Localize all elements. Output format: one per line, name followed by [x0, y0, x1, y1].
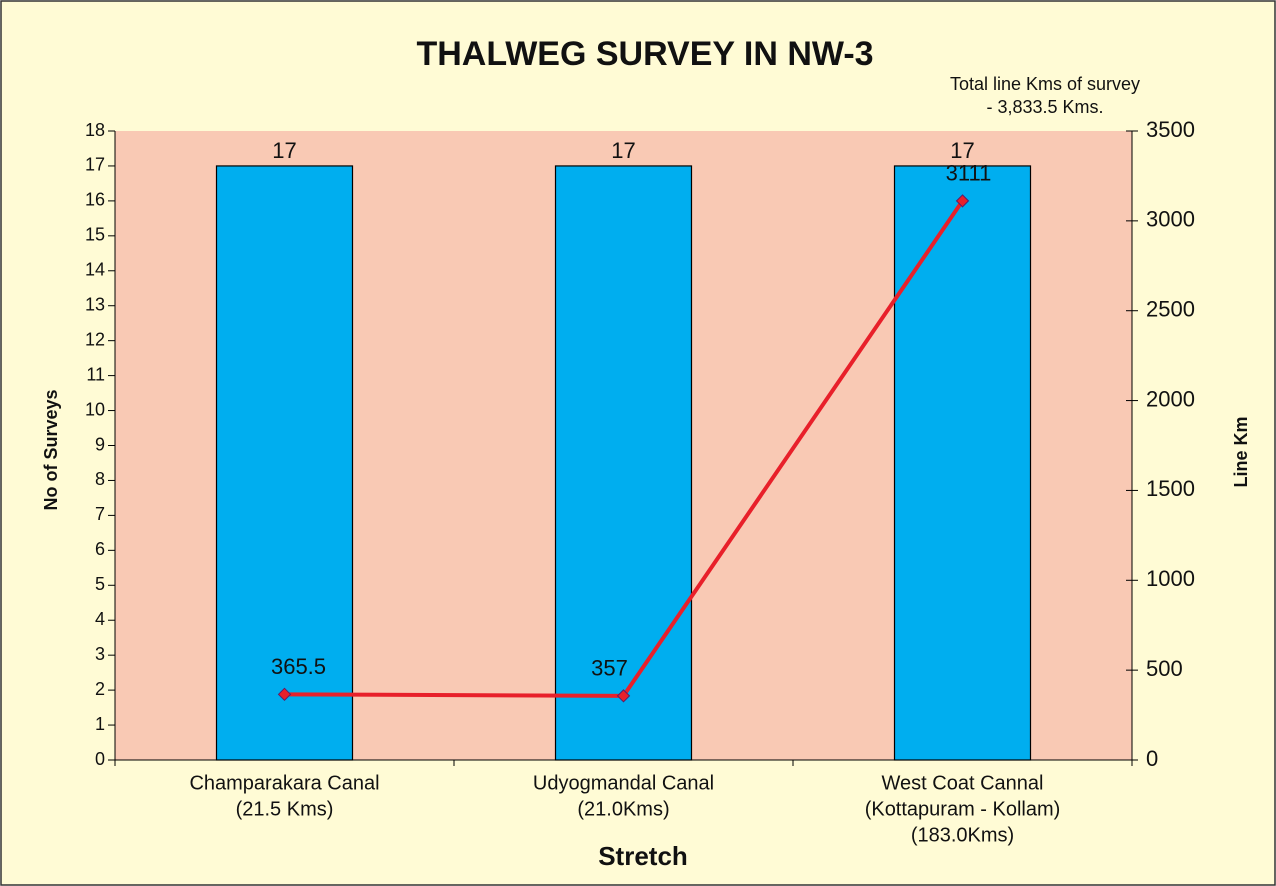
bar — [215, 165, 354, 761]
y-tick-label: 7 — [95, 504, 105, 524]
y-tick-label: 1 — [95, 714, 105, 734]
y-axis-label: No of Surveys — [41, 389, 61, 510]
y-tick-label: 3 — [95, 644, 105, 664]
y-tick-label: 15 — [85, 225, 105, 245]
x-tick-label: (21.5 Kms) — [236, 798, 334, 820]
y-tick-label: 18 — [85, 120, 105, 140]
y-tick-label: 12 — [85, 329, 105, 349]
annotation: - 3,833.5 Kms. — [986, 97, 1103, 117]
y-tick-label: 14 — [85, 260, 105, 280]
y2-tick-label: 3500 — [1146, 117, 1195, 142]
data-label: 357 — [591, 656, 628, 681]
data-label: 3111 — [946, 161, 992, 186]
y-tick-label: 4 — [95, 609, 105, 629]
y2-tick-label: 1500 — [1146, 476, 1195, 501]
y-tick-label: 11 — [86, 364, 105, 384]
annotation: Total line Kms of survey — [950, 74, 1140, 94]
y-tick-label: 2 — [95, 679, 105, 699]
y-tick-label: 16 — [85, 190, 105, 210]
y-tick-label: 0 — [95, 749, 105, 769]
bar — [893, 165, 1032, 761]
x-axis-label: Stretch — [598, 841, 688, 871]
y2-tick-label: 3000 — [1146, 207, 1195, 232]
y2-tick-label: 500 — [1146, 656, 1183, 681]
y2-tick-label: 1000 — [1146, 566, 1195, 591]
x-tick-label: Udyogmandal Canal — [533, 772, 714, 794]
y-tick-label: 13 — [85, 294, 105, 314]
y-tick-label: 6 — [95, 539, 105, 559]
line-marker — [277, 687, 292, 702]
data-label: 17 — [950, 138, 974, 163]
x-tick-label: (21.0Kms) — [577, 798, 669, 820]
chart-title: THALWEG SURVEY IN NW-3 — [416, 35, 873, 73]
y-tick-label: 17 — [85, 155, 105, 175]
y2-axis-label: Line Km — [1231, 416, 1251, 487]
y-tick-label: 5 — [95, 574, 105, 594]
y-tick-label: 8 — [95, 469, 105, 489]
y-tick-label: 10 — [85, 399, 105, 419]
bar — [554, 165, 693, 761]
x-tick-label: Champarakara Canal — [189, 772, 379, 794]
line-marker — [616, 689, 631, 703]
line-marker — [955, 194, 970, 208]
y2-tick-label: 2500 — [1146, 297, 1195, 322]
x-tick-label: (183.0Kms) — [911, 824, 1014, 846]
x-tick-label: (Kottapuram - Kollam) — [865, 798, 1061, 820]
data-label: 17 — [611, 138, 635, 163]
y-tick-label: 9 — [95, 434, 105, 454]
y2-tick-label: 0 — [1146, 746, 1158, 771]
y2-tick-label: 2000 — [1146, 386, 1195, 411]
data-label: 365.5 — [271, 654, 326, 679]
data-label: 17 — [272, 138, 296, 163]
x-tick-label: West Coat Cannal — [882, 772, 1044, 794]
